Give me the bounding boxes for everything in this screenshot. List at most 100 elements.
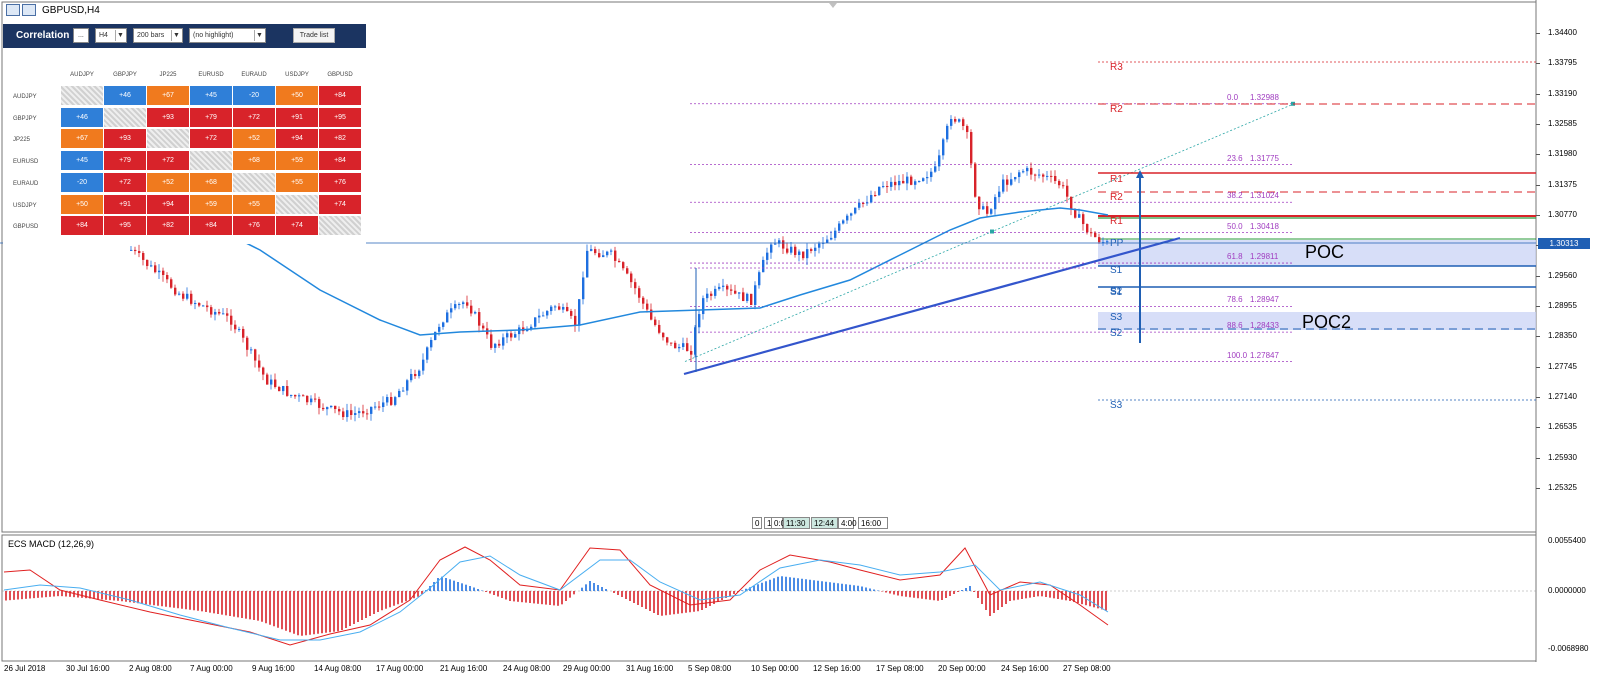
matrix-cell[interactable]: +76 xyxy=(233,216,275,236)
trade-list-button[interactable]: Trade list xyxy=(293,28,335,43)
matrix-cell[interactable]: +91 xyxy=(276,107,318,127)
date-tick-label: 17 Aug 00:00 xyxy=(376,664,424,673)
date-tick-label: 12 Sep 16:00 xyxy=(813,664,861,673)
candle-body xyxy=(1062,185,1065,187)
highlight-select[interactable]: (no highlight) ▼ xyxy=(189,28,266,43)
candle-body xyxy=(502,337,505,346)
fib-level-label: 61.8 xyxy=(1227,252,1243,262)
matrix-cell[interactable]: +46 xyxy=(61,107,103,127)
price-tick-mark xyxy=(1536,214,1540,216)
matrix-cell[interactable]: +55 xyxy=(233,194,275,214)
matrix-cell[interactable]: +72 xyxy=(190,129,232,149)
fib-level-label: 50.0 xyxy=(1227,221,1243,231)
matrix-cell[interactable]: +59 xyxy=(190,194,232,214)
candle-body xyxy=(1006,179,1009,185)
candle-body xyxy=(966,125,969,133)
matrix-cell[interactable]: +93 xyxy=(104,129,146,149)
matrix-cell[interactable]: +68 xyxy=(190,172,232,192)
chart-title: GBPUSD,H4 xyxy=(42,5,100,16)
matrix-cell[interactable]: +91 xyxy=(104,194,146,214)
scroll-shift-marker[interactable] xyxy=(829,3,837,8)
matrix-cell-self[interactable] xyxy=(147,129,189,149)
matrix-cell[interactable]: +95 xyxy=(319,107,361,127)
matrix-cell-self[interactable] xyxy=(276,194,318,214)
fib-anchor[interactable] xyxy=(990,229,994,234)
matrix-cell[interactable]: +84 xyxy=(319,86,361,105)
matrix-cell[interactable]: +79 xyxy=(190,107,232,127)
matrix-cell[interactable]: +52 xyxy=(147,172,189,192)
matrix-cell-self[interactable] xyxy=(61,86,103,105)
matrix-cell[interactable]: +95 xyxy=(104,216,146,236)
matrix-cell[interactable]: +82 xyxy=(147,216,189,236)
matrix-cell[interactable]: +84 xyxy=(319,151,361,171)
candle-body xyxy=(898,180,901,186)
candle-body xyxy=(978,196,981,210)
matrix-cell[interactable]: +72 xyxy=(233,107,275,127)
session-time-box[interactable]: 11:30 xyxy=(783,517,810,529)
matrix-cell[interactable]: +94 xyxy=(147,194,189,214)
candle-body xyxy=(594,249,597,254)
matrix-cell[interactable]: -20 xyxy=(61,172,103,192)
candle-body xyxy=(1014,177,1017,180)
candle-body xyxy=(146,259,149,266)
session-time-box[interactable]: 12:44 xyxy=(811,517,838,529)
candle-body xyxy=(342,411,345,418)
fib-level-label: 100.0 xyxy=(1227,350,1248,360)
matrix-cell[interactable]: +82 xyxy=(319,129,361,149)
matrix-cell[interactable]: +84 xyxy=(190,216,232,236)
matrix-cell[interactable]: +94 xyxy=(276,129,318,149)
matrix-cell[interactable]: +68 xyxy=(233,151,275,171)
candle-body xyxy=(158,270,161,273)
matrix-cell[interactable]: +52 xyxy=(233,129,275,149)
matrix-cell[interactable]: +76 xyxy=(319,172,361,192)
candle-body xyxy=(574,315,577,326)
matrix-cell[interactable]: +46 xyxy=(104,86,146,105)
support-label: S2 xyxy=(1110,328,1123,339)
matrix-cell[interactable]: +79 xyxy=(104,151,146,171)
date-tick-label: 24 Aug 08:00 xyxy=(503,664,551,673)
session-time-box[interactable]: 0 xyxy=(752,517,762,529)
session-time-box[interactable]: 0:00 xyxy=(771,517,790,529)
price-tick-label: 1.30770 xyxy=(1548,209,1577,219)
matrix-cell[interactable]: +93 xyxy=(147,107,189,127)
timeframe-select[interactable]: H4 ▼ xyxy=(95,28,127,43)
price-tick-label: 1.32585 xyxy=(1548,118,1577,128)
matrix-cell[interactable]: +72 xyxy=(147,151,189,171)
chart-window-icon[interactable] xyxy=(22,4,36,16)
matrix-cell[interactable]: +50 xyxy=(61,194,103,214)
candle-body xyxy=(1074,209,1077,218)
candle-body xyxy=(462,302,465,305)
candle-body xyxy=(946,125,949,140)
matrix-cell[interactable]: +45 xyxy=(190,86,232,105)
candle-body xyxy=(542,315,545,317)
matrix-cell-self[interactable] xyxy=(319,216,361,236)
price-tick-label: 1.27140 xyxy=(1548,391,1577,401)
bars-select[interactable]: 200 bars ▼ xyxy=(133,28,183,43)
matrix-cell[interactable]: +59 xyxy=(276,151,318,171)
matrix-cell[interactable]: -20 xyxy=(233,86,275,105)
correlation-label: Correlation xyxy=(16,30,70,41)
candle-body xyxy=(1018,172,1021,178)
price-tick-mark xyxy=(1536,366,1540,368)
session-time-box[interactable]: 4:00 xyxy=(838,517,857,529)
matrix-cell[interactable]: +45 xyxy=(61,151,103,171)
matrix-cell-self[interactable] xyxy=(104,107,146,127)
poc-zone xyxy=(1098,240,1536,266)
matrix-cell[interactable]: +84 xyxy=(61,216,103,236)
matrix-cell[interactable]: +55 xyxy=(276,172,318,192)
window-grid-icon[interactable] xyxy=(6,4,20,16)
matrix-cell[interactable]: +67 xyxy=(61,129,103,149)
candle-body xyxy=(410,373,413,381)
trend-line[interactable] xyxy=(683,236,1181,376)
matrix-cell[interactable]: +74 xyxy=(319,194,361,214)
matrix-cell-self[interactable] xyxy=(190,151,232,171)
candle-body xyxy=(206,305,209,308)
matrix-cell-self[interactable] xyxy=(233,172,275,192)
matrix-cell[interactable]: +72 xyxy=(104,172,146,192)
matrix-cell[interactable]: +74 xyxy=(276,216,318,236)
options-button[interactable]: ... xyxy=(73,28,89,43)
matrix-cell[interactable]: +50 xyxy=(276,86,318,105)
session-time-box[interactable]: 16:00 xyxy=(858,517,888,529)
matrix-cell[interactable]: +67 xyxy=(147,86,189,105)
